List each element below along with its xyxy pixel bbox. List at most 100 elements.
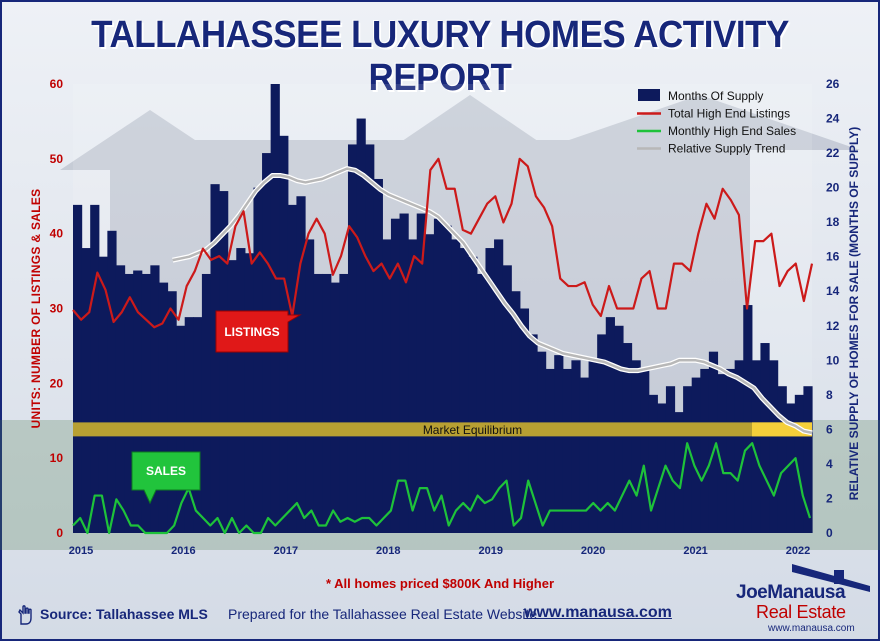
supply-bar: [313, 273, 323, 533]
supply-bar: [777, 386, 787, 533]
x-tick-label: 2016: [171, 545, 195, 557]
supply-bar: [476, 273, 487, 533]
supply-bar: [339, 273, 349, 533]
x-tick-label: 2019: [478, 545, 502, 557]
supply-bar: [700, 368, 710, 533]
website-link[interactable]: www.manausa.com: [524, 604, 672, 621]
supply-bar: [734, 360, 744, 533]
equilibrium-band: [73, 422, 812, 437]
supply-bar: [545, 368, 555, 533]
supply-bar: [365, 144, 375, 533]
supply-bar: [708, 351, 719, 533]
page-title: TALLAHASSEE LUXURY HOMES ACTIVITY REPORT: [91, 14, 789, 99]
supply-bar: [201, 273, 212, 533]
supply-bar: [468, 256, 478, 533]
supply-bar: [124, 273, 134, 533]
market-equilibrium-band: Market Equilibrium: [73, 422, 812, 437]
footer: Source: Tallahassee MLS Prepared for the…: [0, 600, 880, 641]
supply-bar: [442, 225, 452, 534]
x-tick-label: 2018: [376, 545, 400, 557]
callouts: LISTINGS SALES: [131, 310, 302, 505]
right-tick-label: 20: [826, 181, 840, 195]
right-tick-label: 12: [826, 319, 840, 333]
supply-bar: [115, 265, 126, 533]
supply-bar: [554, 355, 564, 533]
supply-bar: [219, 191, 229, 533]
supply-bar: [537, 351, 547, 533]
right-tick-label: 22: [826, 146, 840, 160]
logo-subtitle: Real Estate: [756, 602, 846, 622]
supply-bar: [167, 291, 177, 533]
supply-bar: [665, 386, 676, 533]
legend: Months Of Supply Total High End Listings M…: [637, 89, 796, 156]
series-lines: [72, 157, 814, 535]
axes: 0102030405060024681012141618202224262015…: [29, 77, 861, 557]
supply-bar: [373, 178, 383, 534]
supply-bar: [244, 253, 255, 534]
supply-bar: [399, 213, 409, 533]
supply-bar: [322, 273, 332, 533]
right-tick-label: 14: [826, 284, 840, 298]
logo-url: www.manausa.com: [768, 623, 855, 634]
supply-bar: [305, 239, 315, 534]
supply-bar: [631, 360, 641, 533]
x-tick-label: 2021: [683, 545, 707, 557]
hand-pointer-icon: [18, 605, 32, 625]
supply-bar: [579, 377, 590, 533]
supply-bar: [803, 386, 813, 533]
supply-bar: [270, 84, 280, 533]
right-tick-label: 24: [826, 112, 840, 126]
supply-bar: [769, 360, 779, 533]
legend-swatch: [638, 89, 660, 101]
supply-bar: [511, 291, 521, 533]
supply-bar: [674, 412, 684, 533]
right-tick-label: 10: [826, 353, 840, 367]
supply-bar: [158, 282, 169, 533]
right-tick-label: 16: [826, 250, 840, 264]
supply-bar: [588, 360, 598, 533]
supply-bar: [133, 270, 143, 533]
supply-bar: [73, 204, 83, 533]
legend-label: Months Of Supply: [668, 89, 763, 103]
supply-bar: [571, 360, 581, 533]
footnote: * All homes priced $800K And Higher: [325, 576, 555, 591]
right-tick-label: 2: [826, 491, 833, 505]
right-tick-label: 6: [826, 422, 833, 436]
supply-bar: [150, 265, 160, 533]
supply-bar: [296, 196, 306, 533]
left-tick-label: 20: [50, 376, 64, 390]
supply-bar: [751, 360, 762, 533]
right-tick-label: 8: [826, 388, 833, 402]
left-axis-label: UNITS: NUMBER OF LISTINGS & SALES: [29, 189, 43, 429]
prepared-label: Prepared for the Tallahassee Real Estate…: [228, 606, 538, 622]
supply-bar: [683, 386, 693, 533]
supply-bar: [743, 305, 753, 533]
legend-label: Monthly High End Sales: [668, 124, 796, 138]
supply-bar: [657, 403, 667, 533]
x-tick-label: 2015: [69, 545, 93, 557]
legend-label: Relative Supply Trend: [668, 142, 785, 156]
supply-bar: [141, 273, 151, 533]
supply-bar: [287, 204, 298, 533]
supply-bar: [519, 308, 530, 533]
supply-bar: [459, 248, 469, 533]
supply-bar: [485, 248, 495, 533]
right-tick-label: 26: [826, 77, 840, 91]
supply-bar: [227, 260, 237, 533]
left-tick-label: 60: [50, 77, 64, 91]
supply-bar: [691, 377, 701, 533]
supply-bar: [622, 343, 633, 533]
supply-bar: [794, 394, 804, 533]
legend-label: Total High End Listings: [668, 107, 790, 121]
supply-bar: [494, 239, 504, 534]
left-tick-label: 40: [50, 227, 64, 241]
supply-bar: [236, 248, 246, 533]
supply-bar: [81, 248, 91, 533]
supply-bar: [210, 184, 220, 533]
x-tick-label: 2017: [274, 545, 298, 557]
supply-bar: [382, 239, 392, 534]
equilibrium-label: Market Equilibrium: [423, 423, 522, 437]
supply-bar: [90, 204, 100, 533]
